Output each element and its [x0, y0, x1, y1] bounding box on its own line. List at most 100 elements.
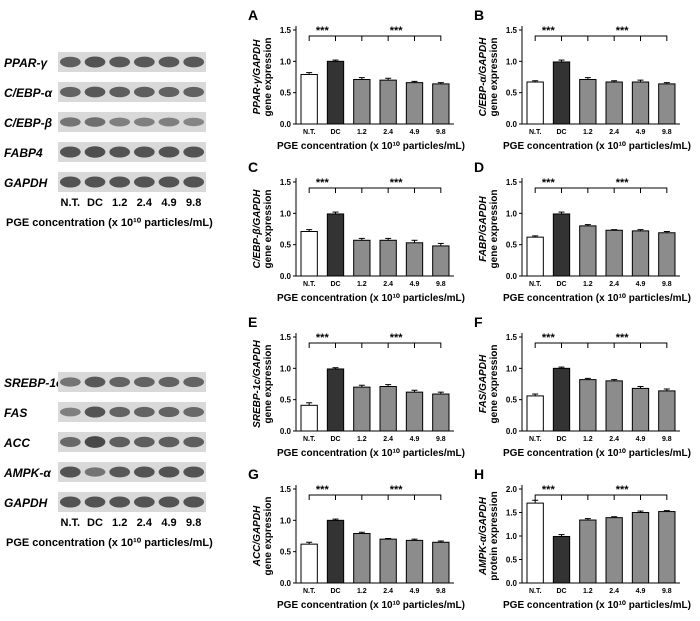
x-tick-label: 2.4 [609, 129, 619, 136]
x-tick-label: 9.8 [662, 588, 672, 595]
blot-band [158, 436, 180, 448]
x-tick-label: 9.8 [436, 436, 446, 443]
blot-row-label: AMPK-α [3, 466, 51, 480]
blot-band [109, 56, 131, 68]
x-axis-label: PGE concentration (x 10¹⁰ particles/mL) [503, 141, 691, 152]
panel-H: H AMPK-α/GAPDH protein expression 0.0 0.5 1.0… [474, 466, 691, 611]
blot-band [133, 117, 155, 127]
significance-label: *** [316, 332, 330, 344]
blot-row-label: C/EBP-β [4, 116, 53, 130]
blot-band [109, 406, 131, 418]
blot-band [133, 146, 155, 158]
y-tick-label: 0.0 [506, 272, 518, 281]
y-axis-label: FAS/GAPDH [478, 354, 489, 413]
blot-caption: PGE concentration (x 10¹⁰ particles/mL) [6, 537, 213, 549]
western-blot-1: PPAR-γ C/EBP-α C/EBP-β FABP4 GAPDH N.T. DC 1.2 2… [4, 52, 213, 229]
y-tick-label: 0.0 [280, 427, 292, 436]
blot-band [59, 377, 81, 387]
blot-lane-label: DC [87, 197, 103, 209]
blot-band [84, 496, 106, 508]
bar [552, 61, 571, 125]
y-axis-sublabel: gene expression [263, 497, 274, 576]
significance-label: *** [390, 484, 404, 496]
significance-label: *** [616, 25, 630, 37]
y-tick-label: 0.0 [506, 120, 518, 129]
blot-band [59, 117, 81, 127]
blot-band [84, 436, 106, 448]
y-tick-label: 1.0 [506, 57, 518, 66]
y-axis-sublabel: gene expression [489, 345, 500, 424]
blot-row-label: GAPDH [4, 176, 48, 190]
bar [405, 242, 424, 277]
significance-bracket [561, 35, 668, 41]
bar [326, 519, 345, 584]
blot-caption: PGE concentration (x 10¹⁰ particles/mL) [6, 217, 213, 229]
x-tick-label: 1.2 [583, 436, 593, 443]
y-tick-label: 0.5 [280, 89, 292, 98]
bar [353, 386, 371, 432]
bar [605, 81, 623, 125]
blot-band [109, 86, 131, 98]
blot-band [133, 406, 155, 418]
panel-letter: F [474, 314, 483, 330]
y-tick-label: 0.5 [506, 89, 518, 98]
y-tick-label: 0.5 [506, 556, 518, 565]
bar [353, 532, 371, 584]
y-tick-label: 1.0 [280, 364, 292, 373]
blot-lane-label: N.T. [61, 197, 81, 209]
blot-band [133, 376, 155, 388]
y-tick-label: 1.0 [506, 209, 518, 218]
blot-band [109, 436, 131, 448]
x-tick-label: N.T. [529, 129, 542, 136]
bar [631, 512, 650, 584]
bar [552, 213, 571, 277]
blot-band [158, 406, 180, 418]
y-tick-label: 0.0 [280, 272, 292, 281]
x-tick-label: 4.9 [410, 281, 420, 288]
panel-B: B C/EBP-α/GAPDH gene expression 0.0 0.5 1.0 1.… [474, 7, 691, 152]
y-axis-sublabel: protein expression [489, 491, 500, 580]
blot-band [84, 406, 106, 418]
x-tick-label: DC [330, 588, 340, 595]
blot-row-label: FAS [4, 406, 27, 420]
blot-band [183, 117, 205, 127]
bar [379, 538, 397, 584]
blot-band [133, 56, 155, 68]
x-tick-label: 1.2 [357, 436, 367, 443]
blot-band [158, 146, 180, 158]
bar [405, 82, 424, 125]
bar [300, 231, 318, 277]
blot-strip [58, 112, 206, 132]
y-axis-label: FABP/GAPDH [478, 195, 489, 261]
blot-band [59, 466, 81, 478]
blot-band [183, 86, 205, 98]
bar [579, 225, 597, 277]
y-axis-sublabel: gene expression [263, 345, 274, 424]
y-axis-sublabel: gene expression [489, 190, 500, 269]
significance-bracket [335, 35, 442, 41]
y-tick-label: 1.5 [280, 333, 292, 342]
bar [658, 511, 676, 584]
x-axis-label: PGE concentration (x 10¹⁰ particles/mL) [277, 600, 465, 611]
panel-A: A PPAR-γ/GAPDH gene expression 0.0 0.5 1.0 1.5… [248, 7, 465, 152]
y-tick-label: 0.0 [280, 120, 292, 129]
bar [300, 404, 318, 432]
y-axis-sublabel: gene expression [263, 38, 274, 117]
blot-band [158, 117, 180, 127]
bar [526, 236, 544, 277]
blot-band [84, 467, 106, 477]
x-axis-label: PGE concentration (x 10¹⁰ particles/mL) [503, 293, 691, 304]
blot-band [133, 496, 155, 508]
blot-band [59, 437, 81, 447]
bar [405, 391, 424, 432]
blot-lane-label: 9.8 [186, 517, 201, 529]
y-axis-sublabel: gene expression [489, 38, 500, 117]
significance-bracket [561, 187, 668, 193]
y-tick-label: 1.0 [506, 364, 518, 373]
x-tick-label: DC [556, 281, 566, 288]
x-tick-label: 1.2 [357, 588, 367, 595]
y-tick-label: 0.0 [506, 427, 518, 436]
blot-band [158, 376, 180, 388]
x-axis-label: PGE concentration (x 10¹⁰ particles/mL) [503, 448, 691, 459]
